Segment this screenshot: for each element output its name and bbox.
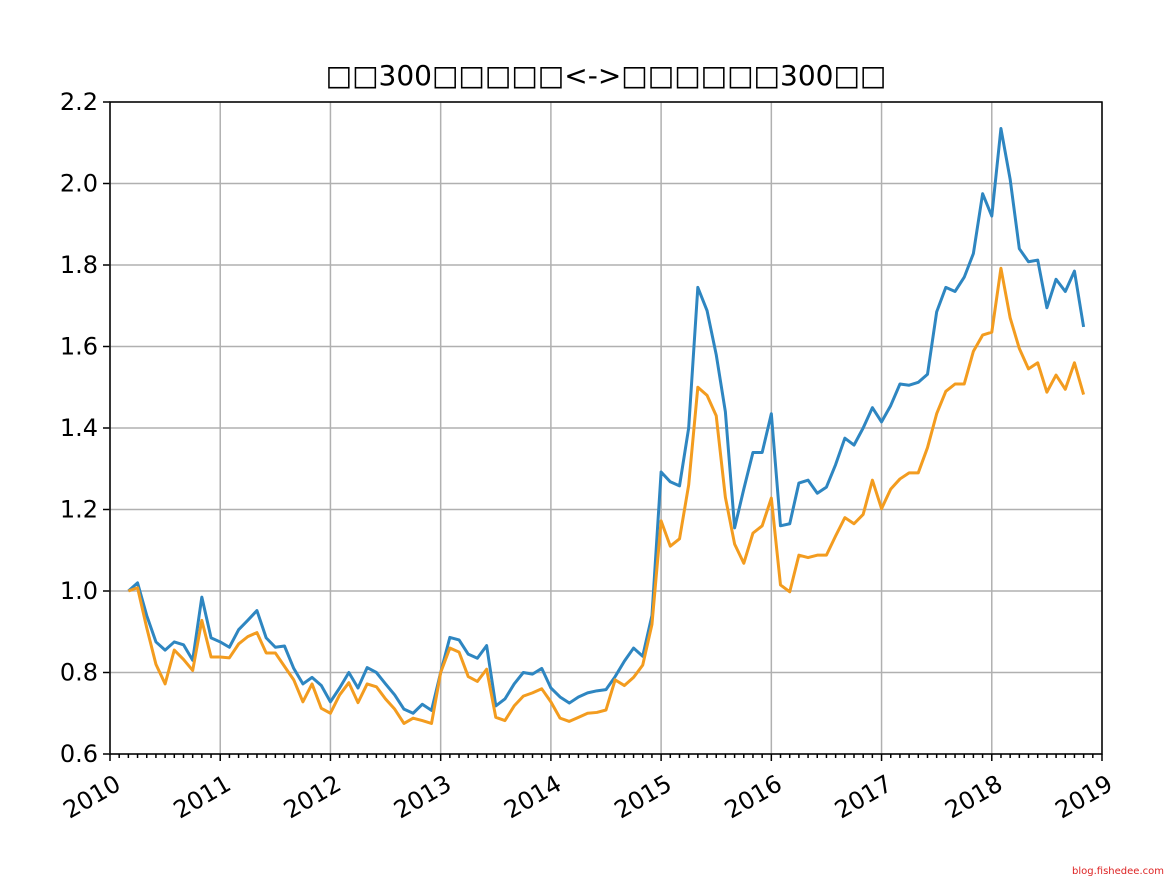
x-tick-label: 2012	[279, 769, 346, 824]
x-tick-label: 2016	[720, 769, 787, 824]
x-tick-label: 2011	[169, 769, 236, 824]
watermark: blog.fishedee.com	[1072, 866, 1164, 877]
x-tick-label: 2014	[499, 769, 566, 824]
y-tick-label: 0.6	[60, 740, 98, 768]
x-tick-label: 2013	[389, 769, 456, 824]
y-tick-label: 1.2	[60, 496, 98, 524]
x-tick-label: 2017	[830, 769, 897, 824]
chart-title: □□300□□□□□<->□□□□□□300□□	[326, 59, 887, 92]
x-tick-label: 2015	[610, 769, 677, 824]
y-tick-label: 2.0	[60, 170, 98, 198]
y-tick-label: 1.4	[60, 414, 98, 442]
plot-frame	[109, 101, 1103, 755]
x-tick-label: 2010	[59, 769, 126, 824]
series-line	[127, 126, 1086, 715]
series-line	[127, 266, 1086, 725]
y-tick-label: 0.8	[60, 659, 98, 687]
y-tick-label: 1.6	[60, 333, 98, 361]
y-tick-label: 1.0	[60, 577, 98, 605]
x-tick-label: 2018	[940, 769, 1007, 824]
x-tick-label: 2019	[1051, 769, 1118, 824]
y-tick-label: 2.2	[60, 88, 98, 116]
y-tick-label: 1.8	[60, 251, 98, 279]
